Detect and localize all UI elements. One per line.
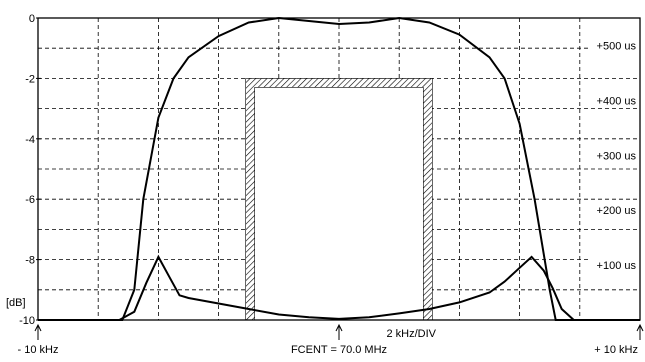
- spec-mask: [245, 78, 433, 321]
- y-left-unit-label: [dB]: [6, 297, 26, 309]
- x-left-label: - 10 kHz: [18, 344, 59, 356]
- amplitude-curve: [38, 16, 640, 321]
- x-center-label: FCENT = 70.0 MHz: [291, 344, 387, 356]
- y-left-tick-label: 0: [29, 13, 35, 25]
- y-right-label-bg: [588, 203, 638, 218]
- response-curves: [38, 16, 640, 321]
- plot-frame: [37, 17, 641, 321]
- y-right-label-bg: [588, 93, 638, 108]
- y-right-label-bg: [588, 38, 638, 53]
- y-left-tick-label: -4: [25, 134, 35, 146]
- y-right-tick-label: +400 us: [597, 95, 637, 107]
- axis-labels: 0 -2 -4 -6 -8 -10 [dB] +500 us +400 us +300 us +20…: [6, 13, 638, 356]
- y-right-tick-label: +200 us: [597, 205, 637, 217]
- y-left-tick-label: -8: [25, 255, 35, 267]
- mask-inner-region: [254, 87, 424, 321]
- arrow-head: [34, 323, 42, 332]
- y-right-tick-label: +300 us: [597, 150, 637, 162]
- y-right-label-bg: [588, 148, 638, 163]
- y-left-tick-label: -10: [19, 315, 35, 327]
- x-max-marker: [636, 323, 644, 340]
- y-right-tick-label: +100 us: [597, 260, 637, 272]
- y-left-tick-label: -2: [25, 73, 35, 85]
- x-right-label: + 10 kHz: [594, 344, 638, 356]
- center-frequency-marker: [335, 323, 343, 340]
- x-division-label: 2 kHz/DIV: [386, 328, 436, 340]
- axis-markers: [34, 323, 644, 340]
- group-delay-curve: [118, 254, 575, 321]
- y-left-tick-label: -6: [25, 194, 35, 206]
- y-right-label-bg: [588, 258, 638, 273]
- arrow-head: [335, 323, 343, 332]
- arrow-head: [636, 323, 644, 332]
- plot-border: [37, 17, 641, 321]
- x-min-marker: [34, 323, 42, 340]
- y-right-tick-label: +500 us: [597, 40, 637, 52]
